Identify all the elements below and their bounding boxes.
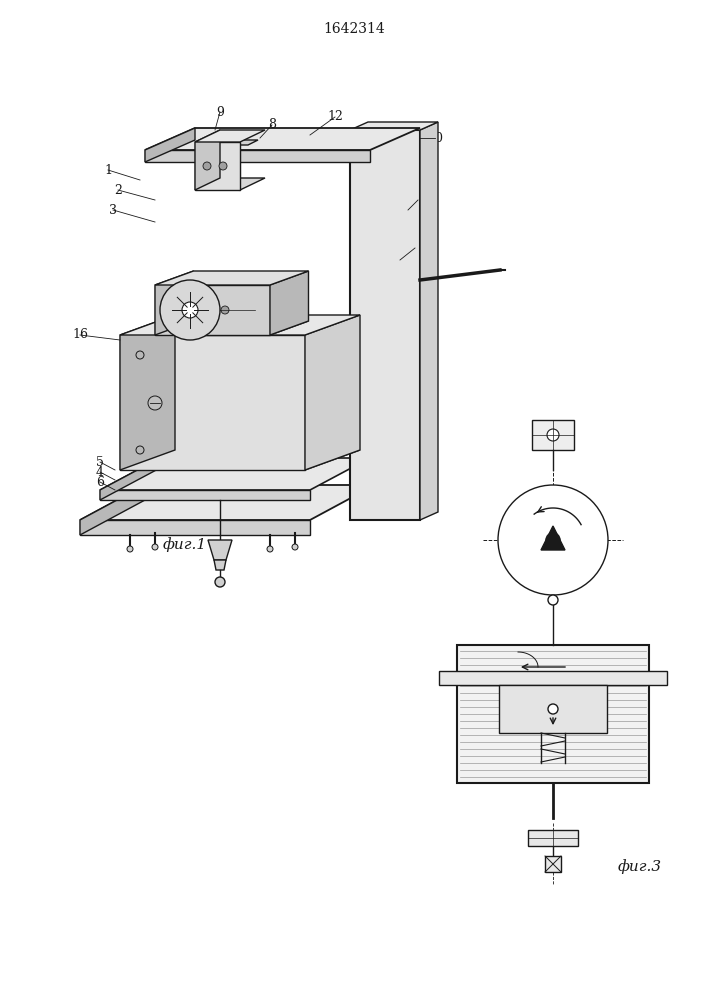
Polygon shape xyxy=(305,315,360,470)
Polygon shape xyxy=(155,285,270,335)
Bar xyxy=(457,645,649,783)
Polygon shape xyxy=(155,321,308,335)
Polygon shape xyxy=(541,526,565,550)
Bar xyxy=(499,685,607,733)
Polygon shape xyxy=(145,128,195,162)
Polygon shape xyxy=(195,178,265,190)
Text: 4: 4 xyxy=(96,466,104,479)
Circle shape xyxy=(548,704,558,714)
Polygon shape xyxy=(145,150,370,162)
Polygon shape xyxy=(155,271,308,285)
Text: 1: 1 xyxy=(104,163,112,176)
Circle shape xyxy=(219,162,227,170)
Circle shape xyxy=(548,595,558,605)
Polygon shape xyxy=(195,142,240,190)
Polygon shape xyxy=(195,130,265,142)
Circle shape xyxy=(498,485,608,595)
Circle shape xyxy=(221,306,229,314)
Polygon shape xyxy=(120,315,175,470)
Polygon shape xyxy=(80,485,375,520)
Circle shape xyxy=(148,396,162,410)
Text: 10: 10 xyxy=(427,131,443,144)
Polygon shape xyxy=(120,450,360,470)
Bar xyxy=(532,420,574,450)
Polygon shape xyxy=(100,490,310,500)
Circle shape xyxy=(171,306,179,314)
Circle shape xyxy=(152,544,158,550)
Polygon shape xyxy=(120,315,360,335)
Circle shape xyxy=(267,546,273,552)
Circle shape xyxy=(215,577,225,587)
Polygon shape xyxy=(80,485,145,535)
Polygon shape xyxy=(195,130,220,190)
Polygon shape xyxy=(155,271,194,335)
Polygon shape xyxy=(350,130,420,520)
Text: 15: 15 xyxy=(410,194,426,207)
Polygon shape xyxy=(228,140,258,145)
Circle shape xyxy=(136,446,144,454)
Text: 12: 12 xyxy=(327,110,343,123)
Circle shape xyxy=(547,429,559,441)
Bar xyxy=(439,671,667,685)
Bar xyxy=(545,856,561,872)
Text: 6: 6 xyxy=(96,476,104,488)
Polygon shape xyxy=(350,122,438,130)
Circle shape xyxy=(127,546,133,552)
Text: 8: 8 xyxy=(268,118,276,131)
Circle shape xyxy=(292,544,298,550)
Polygon shape xyxy=(80,520,310,535)
Text: 9: 9 xyxy=(216,105,224,118)
Text: 1642314: 1642314 xyxy=(323,22,385,36)
Polygon shape xyxy=(100,458,160,500)
Text: фиг.3: фиг.3 xyxy=(618,860,662,874)
Text: 16: 16 xyxy=(72,328,88,342)
Circle shape xyxy=(136,351,144,359)
Text: фиг.1: фиг.1 xyxy=(163,538,207,552)
Circle shape xyxy=(196,306,204,314)
Text: 3: 3 xyxy=(109,204,117,217)
Text: 2: 2 xyxy=(114,184,122,196)
Polygon shape xyxy=(120,335,305,470)
Polygon shape xyxy=(214,560,226,570)
Text: 11: 11 xyxy=(407,241,423,254)
Polygon shape xyxy=(420,122,438,520)
Circle shape xyxy=(182,302,198,318)
Polygon shape xyxy=(100,458,370,490)
Circle shape xyxy=(546,533,560,547)
Circle shape xyxy=(203,162,211,170)
Polygon shape xyxy=(145,128,420,150)
Polygon shape xyxy=(270,271,308,335)
Circle shape xyxy=(160,280,220,340)
Polygon shape xyxy=(208,540,232,560)
Bar xyxy=(528,830,578,846)
Text: 5: 5 xyxy=(96,456,104,468)
